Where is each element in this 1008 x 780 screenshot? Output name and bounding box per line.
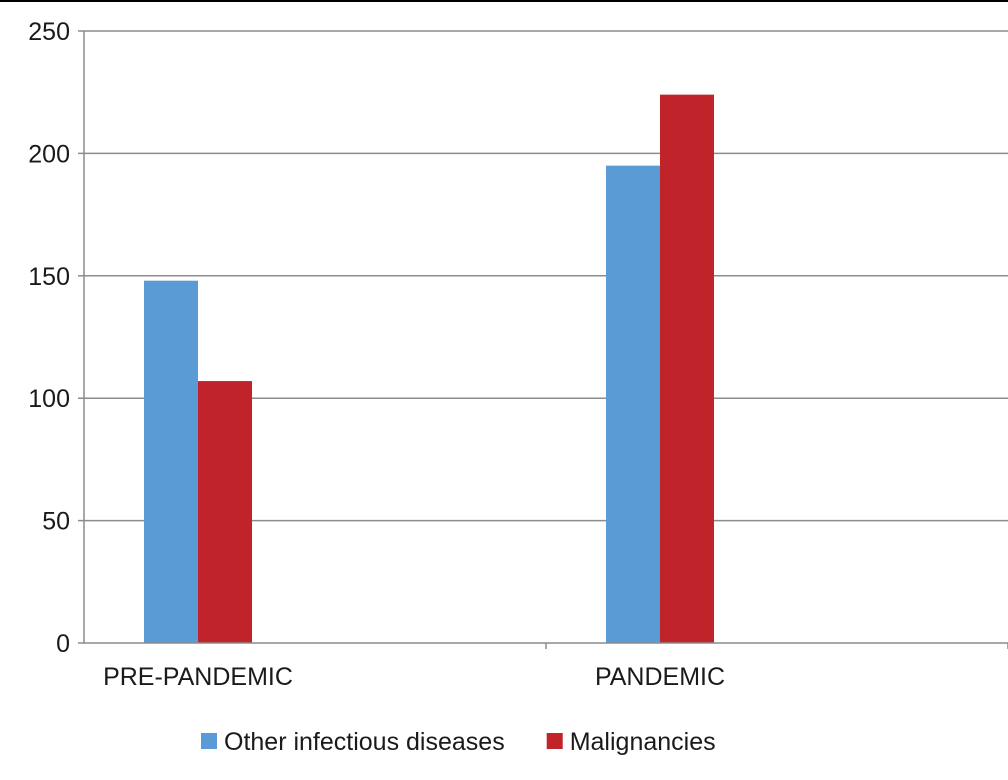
y-tick-label: 50 bbox=[42, 508, 70, 536]
legend-label: Malignancies bbox=[570, 728, 716, 756]
y-tick-label: 200 bbox=[28, 140, 70, 168]
y-tick-label: 0 bbox=[56, 630, 70, 658]
bar bbox=[660, 94, 714, 643]
bar bbox=[606, 165, 660, 643]
bars bbox=[144, 94, 714, 643]
x-category-label: PANDEMIC bbox=[595, 663, 725, 691]
bar bbox=[144, 280, 198, 643]
x-category-label: PRE-PANDEMIC bbox=[103, 663, 293, 691]
y-tick-label: 250 bbox=[28, 18, 70, 46]
y-tick-label: 100 bbox=[28, 385, 70, 413]
legend-swatch bbox=[201, 733, 217, 749]
bar bbox=[198, 381, 252, 643]
legend: Other infectious diseases Malignancies bbox=[201, 728, 716, 756]
legend-swatch bbox=[546, 733, 563, 749]
legend-label: Other infectious diseases bbox=[224, 728, 505, 756]
y-tick-label: 150 bbox=[28, 263, 70, 291]
y-axis-ticks: 0 50 100 150 200 250 bbox=[28, 18, 84, 658]
x-axis: PRE-PANDEMIC PANDEMIC bbox=[83, 31, 1008, 691]
